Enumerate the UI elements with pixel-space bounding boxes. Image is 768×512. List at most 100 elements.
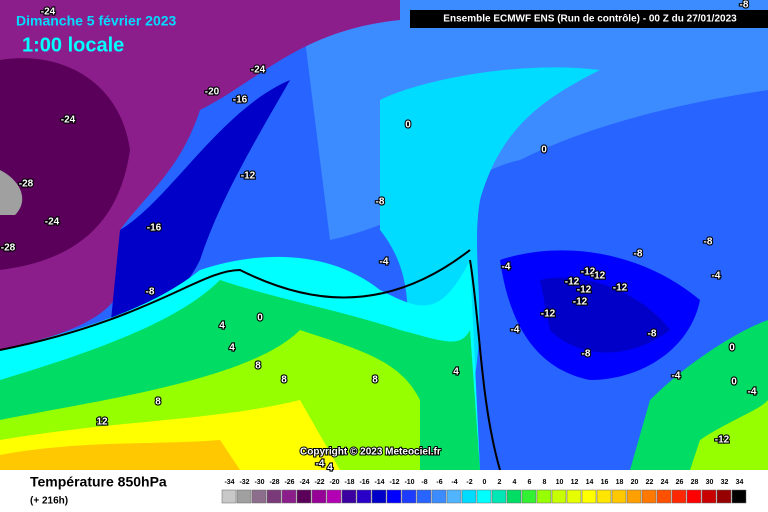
legend-swatch: [386, 489, 402, 504]
legend-swatch: [491, 489, 507, 504]
legend-tick-label: 10: [556, 479, 564, 486]
legend-swatch: [716, 489, 732, 504]
temperature-label: -4: [712, 271, 721, 282]
temperature-label: -24: [251, 65, 266, 76]
legend-swatch: [596, 489, 612, 504]
legend-swatch: [281, 489, 297, 504]
temperature-label: 8: [155, 397, 161, 408]
legend-swatch: [461, 489, 477, 504]
legend-tick-label: -8: [421, 479, 427, 486]
color-legend: -34 -32 -30 -28 -26 -24 -22 -20 -18 -16 -14 -12 -10-…: [221, 479, 747, 504]
legend-tick-label: 28: [691, 479, 699, 486]
legend-swatch: [326, 489, 342, 504]
temperature-label: -4: [380, 257, 389, 268]
legend-tick-label: -30: [254, 479, 264, 486]
temperature-label: -4: [748, 387, 757, 398]
temperature-label: -12: [613, 283, 628, 294]
legend-tick-label: 20: [631, 479, 639, 486]
legend-swatch: [641, 489, 657, 504]
legend-swatch: [341, 489, 357, 504]
legend-tick-label: -20: [329, 479, 339, 486]
temperature-label: 0: [729, 343, 735, 354]
temperature-label: -4: [502, 262, 511, 273]
temperature-label: 4: [327, 463, 333, 474]
map-background: [0, 0, 768, 471]
temperature-label: -28: [19, 179, 34, 190]
legend-swatch: [611, 489, 627, 504]
temperature-label: 4: [453, 367, 459, 378]
temperature-label: -8: [146, 287, 155, 298]
temperature-label: -16: [233, 95, 248, 106]
legend-tick-label: -6: [436, 479, 442, 486]
legend-tick-label: 30: [706, 479, 714, 486]
legend-tick-label: 0: [483, 479, 487, 486]
legend-swatch: [521, 489, 537, 504]
legend-swatch: [251, 489, 267, 504]
legend-tick-label: 8: [543, 479, 547, 486]
temperature-label: 4: [229, 343, 235, 354]
temperature-label: -12: [573, 297, 588, 308]
legend-tick-label: 22: [646, 479, 654, 486]
legend-swatch: [701, 489, 717, 504]
legend-tick-label: -12: [389, 479, 399, 486]
legend-tick-label: 16: [601, 479, 609, 486]
temperature-label: -28: [1, 243, 16, 254]
legend-swatch: [371, 489, 387, 504]
map-labels: -24 -24 -20 -16 -24 -28 -24 -28 -16 -12 -8 -8 0 0 -4 -4…: [0, 6, 758, 475]
legend-swatch: [356, 489, 372, 504]
temperature-label: -20: [205, 87, 220, 98]
legend-swatch: [551, 489, 567, 504]
copyright: Copyright © 2023 Meteociel.fr: [300, 447, 441, 458]
temperature-label: -4: [511, 325, 520, 336]
legend-swatch: [536, 489, 552, 504]
forecast-date: Dimanche 5 février 2023: [16, 13, 177, 29]
temperature-label: -8: [648, 329, 657, 340]
temperature-label: 0: [405, 120, 411, 131]
legend-tick-label: 2: [498, 479, 502, 486]
temperature-label: -16: [147, 223, 162, 234]
legend-swatch: [686, 489, 702, 504]
temperature-label: -12: [591, 271, 606, 282]
temperature-label: -24: [41, 7, 56, 18]
legend-swatch: [566, 489, 582, 504]
lead-time: (+ 216h): [30, 496, 68, 507]
legend-tick-label: 18: [616, 479, 624, 486]
legend-tick-label: -32: [239, 479, 249, 486]
temperature-label: 8: [372, 375, 378, 386]
legend-tick-label: -18: [344, 479, 354, 486]
legend-swatch: [221, 489, 237, 504]
temperature-label: 4: [219, 321, 225, 332]
legend-tick-label: 26: [676, 479, 684, 486]
temperature-label: -12: [715, 435, 730, 446]
legend-tick-label: -4: [451, 479, 457, 486]
legend-swatch: [446, 489, 462, 504]
temperature-label: -8: [376, 197, 385, 208]
legend-tick-label: 34: [736, 479, 744, 486]
legend-tick-label: 32: [721, 479, 729, 486]
field-title: Température 850hPa: [30, 474, 167, 490]
legend-swatch: [671, 489, 687, 504]
legend-tick-label: -28: [269, 479, 279, 486]
temperature-label: 0: [257, 313, 263, 324]
legend-swatch: [266, 489, 282, 504]
legend-tick-label: 12: [571, 479, 579, 486]
temperature-label: -12: [241, 171, 256, 182]
temperature-label: -8: [634, 249, 643, 260]
temperature-label: 8: [281, 375, 287, 386]
legend-swatch: [656, 489, 672, 504]
legend-swatch: [476, 489, 492, 504]
corner-label: -8: [740, 0, 749, 11]
temperature-label: -24: [61, 115, 76, 126]
legend-tick-label: -14: [374, 479, 384, 486]
legend-tick-label: -22: [314, 479, 324, 486]
legend-tick-label: -16: [359, 479, 369, 486]
legend-tick-label: -24: [299, 479, 309, 486]
run-info: Ensemble ECMWF ENS (Run de contrôle) - 0…: [443, 14, 737, 25]
legend-swatch: [236, 489, 252, 504]
forecast-time: 1:00 locale: [22, 34, 124, 56]
temperature-label: -12: [577, 285, 592, 296]
temperature-label: -12: [581, 267, 596, 278]
legend-swatch: [311, 489, 327, 504]
